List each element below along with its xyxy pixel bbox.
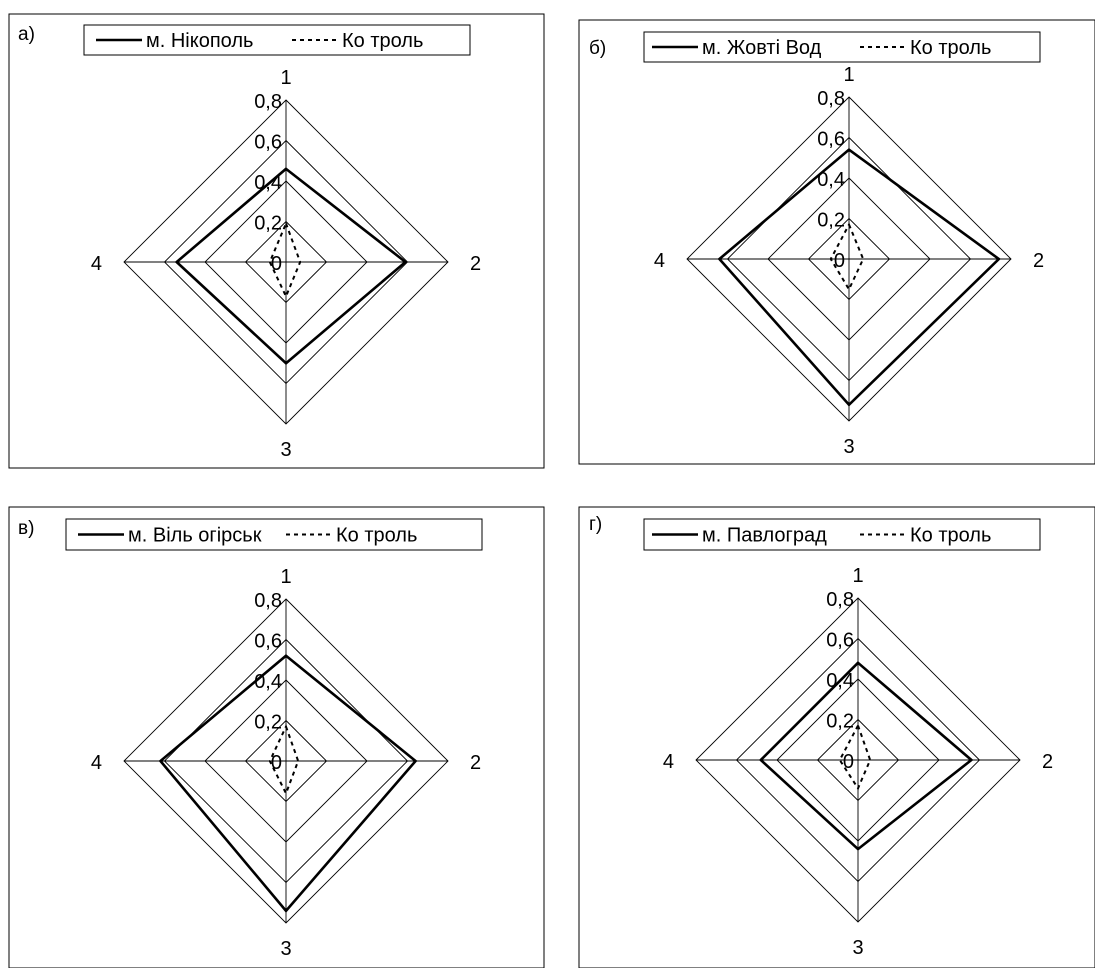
chart-2-tick-label: 0,2 (817, 210, 845, 232)
chart-1-tick-label: 0,2 (254, 213, 282, 235)
chart-3-legend-label-2: Ко троль (336, 525, 417, 547)
chart-4-series-1-line (758, 661, 974, 851)
chart-2-category-label-1: 1 (843, 64, 854, 86)
chart-2-tick-label: 0 (834, 250, 845, 272)
chart-4-tick-label: 0,4 (826, 670, 854, 692)
chart-4-legend-label-1: м. Павлоград (702, 525, 827, 547)
chart-1-frame (8, 13, 545, 469)
chart-3-series-2-line (268, 723, 300, 796)
chart-1-legend-label-1: м. Нікополь (146, 30, 253, 52)
chart-3-tick-label: 0,2 (254, 712, 282, 734)
chart-3-category-label-3: 3 (280, 938, 291, 960)
chart-2-legend (643, 31, 1041, 63)
chart-2-legend-label-1: м. Жовті Вод (702, 37, 822, 59)
chart-1-series-2-line (268, 220, 302, 299)
chart-3-series-1-line (158, 654, 418, 913)
chart-1-tick-label: 0 (271, 253, 282, 275)
chart-3-tick-label: 0,8 (254, 590, 282, 612)
chart-3-category-label-1: 1 (280, 566, 291, 588)
chart-3-panel-label: в) (18, 518, 34, 539)
chart-1: а) м. Нікополь Ко троль 0 0,2 0,4 0,6 0,81 2 3 4 (8, 13, 545, 469)
chart-2-panel-label: б) (589, 38, 606, 59)
chart-2-frame (578, 19, 1095, 465)
chart-3-category-label-4: 4 (91, 752, 102, 774)
chart-2-legend-label-2: Ко троль (910, 37, 991, 59)
chart-3-category-label-2: 2 (470, 752, 481, 774)
chart-2-category-label-2: 2 (1033, 250, 1044, 272)
chart-4-legend (643, 518, 1041, 551)
chart-4-series-2-line (838, 723, 872, 791)
chart-4-frame (578, 506, 1095, 968)
chart-3-tick-label: 0,4 (254, 671, 282, 693)
chart-4-tick-label: 0,6 (826, 630, 854, 652)
chart-4-tick-label: 0 (843, 751, 854, 773)
chart-3-tick-label: 0,6 (254, 631, 282, 653)
chart-4-category-label-3: 3 (852, 937, 863, 959)
chart-3: в) м. Віль огірськ Ко троль 0 0,2 0,4 0,6 0,81 2… (8, 506, 545, 968)
chart-2-series-1-line (717, 147, 1001, 407)
chart-2-category-label-4: 4 (654, 250, 665, 272)
chart-1-panel-label: а) (18, 24, 35, 45)
chart-1-series-1-line (174, 167, 408, 365)
chart-1-legend-label-2: Ко троль (342, 30, 423, 52)
chart-2-tick-label: 0,4 (817, 169, 845, 191)
chart-4-legend-label-2: Ко троль (910, 525, 991, 547)
chart-4-tick-label: 0,2 (826, 711, 854, 733)
chart-4-category-label-4: 4 (663, 751, 674, 773)
chart-4-tick-label: 0,8 (826, 589, 854, 611)
chart-4-category-label-1: 1 (852, 565, 863, 587)
chart-1-category-label-3: 3 (280, 439, 291, 461)
chart-2: б) м. Жовті Вод Ко троль 0 0,2 0,4 0,6 0,81 2 3 4 (578, 19, 1095, 465)
chart-2-tick-label: 0,8 (817, 88, 845, 110)
chart-3-legend-label-1: м. Віль огірськ (128, 525, 262, 547)
chart-1-category-label-2: 2 (470, 253, 481, 275)
chart-1-category-label-4: 4 (91, 253, 102, 275)
chart-2-series-2-line (829, 222, 865, 292)
chart-4: г) м. Павлоград Ко троль 0 0,2 0,4 0,6 0,81 2 3 4 (578, 506, 1095, 968)
chart-1-tick-label: 0,4 (254, 172, 282, 194)
chart-4-category-label-2: 2 (1042, 751, 1053, 773)
chart-3-tick-label: 0 (271, 752, 282, 774)
chart-1-tick-label: 0,8 (254, 91, 282, 113)
chart-3-frame (8, 506, 545, 968)
chart-1-category-label-1: 1 (280, 67, 291, 89)
chart-2-tick-label: 0,6 (817, 129, 845, 151)
chart-3-legend (65, 518, 483, 551)
chart-1-legend (83, 24, 471, 56)
chart-2-category-label-3: 3 (843, 436, 854, 458)
chart-4-panel-label: г) (589, 514, 602, 535)
chart-1-tick-label: 0,6 (254, 132, 282, 154)
